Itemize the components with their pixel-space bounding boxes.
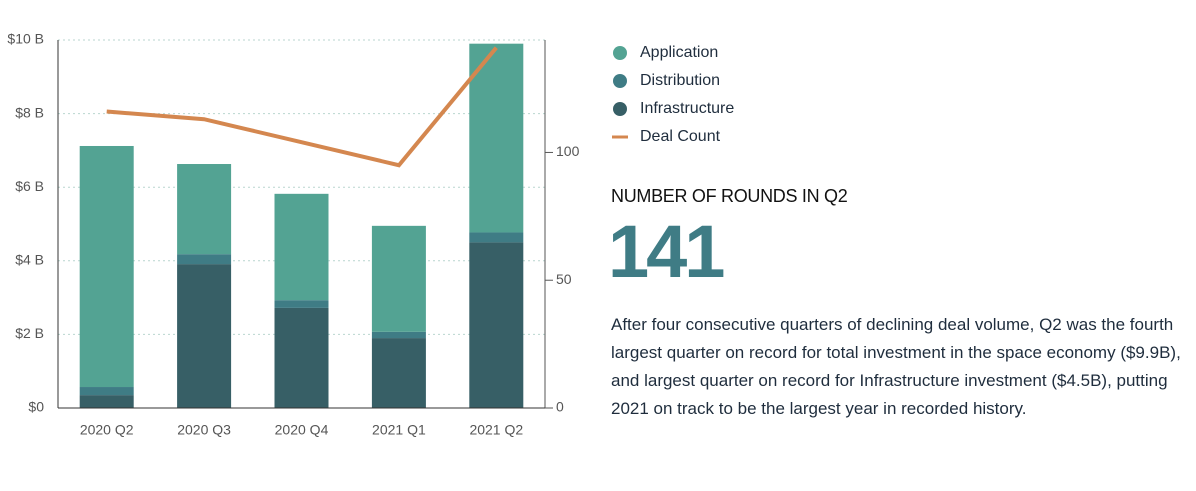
y-tick-label: $4 B [15,252,44,268]
bar-segment [469,232,524,243]
bar-segment [371,225,426,332]
legend: Application Distribution Infrastructure Dea… [612,44,734,145]
y2-tick-label: 50 [556,271,572,287]
legend-label: Deal Count [640,128,721,145]
x-tick-label: 2020 Q2 [80,422,134,438]
bar-segment [177,254,232,265]
y2-tick-label: 0 [556,399,564,415]
stat-value: 141 [608,210,725,293]
y-tick-label: $0 [28,399,44,415]
bar-segment [274,193,329,301]
bar-segment [371,338,426,408]
legend-marker [613,46,627,60]
bar-segment [274,307,329,408]
x-tick-label: 2020 Q3 [177,422,231,438]
y-tick-label: $8 B [15,104,44,120]
y-tick-label: $10 B [7,31,44,47]
stat-heading: NUMBER OF ROUNDS IN Q2 [611,186,848,206]
y-tick-label: $6 B [15,178,44,194]
legend-label: Infrastructure [640,100,734,117]
bar-segment [79,387,134,396]
bar-segment [79,395,134,408]
y-tick-label: $2 B [15,325,44,341]
x-tick-label: 2020 Q4 [275,422,329,438]
bar-segment [177,164,232,255]
chart: $0 $2 B $4 B $6 B $8 B $10 B 0 50 100 2020 Q2 2020… [7,31,580,438]
legend-marker [613,102,627,116]
y2-tick-label: 100 [556,143,580,159]
bar-segment [469,242,524,408]
bar-segment [274,300,329,308]
bar-segment [177,264,232,408]
legend-marker [613,74,627,88]
line-series [106,46,498,168]
x-tick-label: 2021 Q1 [372,422,426,438]
x-tick-label: 2021 Q2 [469,422,523,438]
legend-label: Application [640,44,718,61]
bar-segment [371,331,426,339]
legend-label: Distribution [640,72,720,89]
bar-segment [469,43,524,233]
summary-text: After four consecutive quarters of decli… [611,315,1181,418]
bar-segment [79,145,134,388]
